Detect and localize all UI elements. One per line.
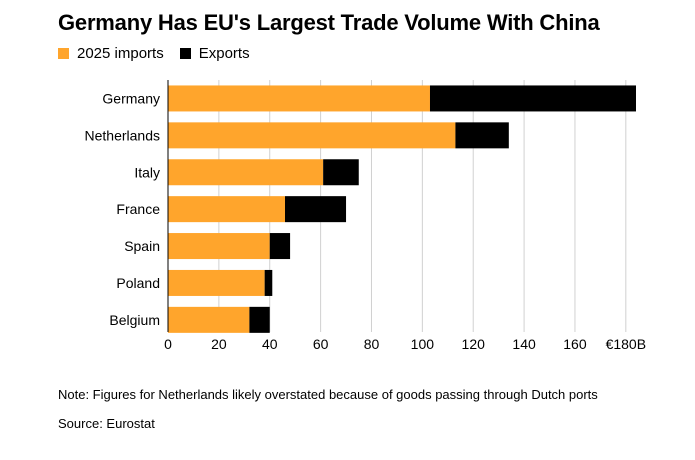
legend-item-imports: 2025 imports [58,45,164,62]
category-label-germany: Germany [102,90,160,106]
bar-italy-exports [323,159,359,186]
category-label-poland: Poland [116,275,160,291]
bar-poland-exports [264,269,273,296]
x-tick-label-0: 0 [164,336,172,352]
x-tick-label-60: 60 [313,336,329,352]
bar-netherlands-exports [455,122,509,149]
bar-belgium-imports [168,306,250,333]
chart-note: Note: Figures for Netherlands likely ove… [58,387,598,402]
bar-france-exports [285,196,347,223]
x-tick-label-140: 140 [512,336,536,352]
legend-label-exports: Exports [198,45,250,62]
legend-item-exports: Exports [179,45,250,62]
bar-spain-exports [269,233,291,260]
bar-france-imports [168,196,285,223]
category-label-netherlands: Netherlands [85,127,161,143]
legend-swatch-imports [58,48,69,59]
category-label-italy: Italy [134,164,160,180]
category-label-france: France [116,201,160,217]
bar-germany-imports [168,85,430,112]
x-tick-label-100: 100 [411,336,435,352]
bar-netherlands-imports [168,122,456,149]
category-label-belgium: Belgium [109,312,160,328]
legend-label-imports: 2025 imports [77,45,164,62]
x-tick-label-80: 80 [364,336,380,352]
x-tick-label-40: 40 [262,336,278,352]
legend: 2025 imports Exports [58,45,266,62]
bar-italy-imports [168,159,324,186]
legend-swatch-exports [179,48,191,59]
x-tick-label-160: 160 [563,336,587,352]
bar-poland-imports [168,269,265,296]
bar-germany-exports [429,85,636,112]
x-tick-label-120: 120 [462,336,486,352]
bar-spain-imports [168,233,270,260]
chart-source: Source: Eurostat [58,416,155,431]
x-tick-label-180: €180B [606,336,646,352]
bar-belgium-exports [249,306,270,333]
category-label-spain: Spain [124,238,160,254]
x-tick-label-20: 20 [211,336,227,352]
chart-title: Germany Has EU's Largest Trade Volume Wi… [58,10,600,35]
